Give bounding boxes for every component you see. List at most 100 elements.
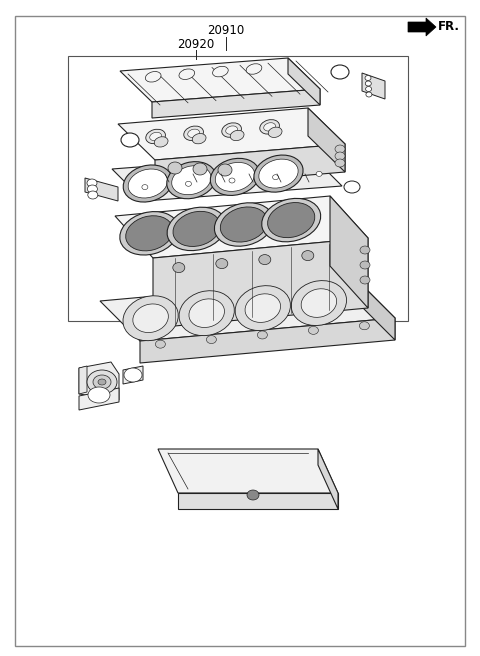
Ellipse shape	[247, 490, 259, 500]
Ellipse shape	[254, 155, 303, 192]
Polygon shape	[115, 196, 368, 258]
Ellipse shape	[146, 129, 166, 144]
Ellipse shape	[179, 69, 194, 79]
Ellipse shape	[189, 299, 225, 327]
Polygon shape	[355, 278, 395, 340]
Ellipse shape	[150, 133, 161, 140]
Polygon shape	[100, 278, 395, 341]
Ellipse shape	[335, 159, 345, 167]
Ellipse shape	[301, 289, 336, 318]
Polygon shape	[79, 362, 119, 400]
Ellipse shape	[218, 164, 232, 176]
Ellipse shape	[360, 261, 370, 269]
Polygon shape	[330, 196, 368, 308]
Ellipse shape	[179, 291, 234, 336]
Ellipse shape	[302, 251, 314, 260]
Ellipse shape	[88, 191, 98, 199]
Polygon shape	[79, 366, 87, 394]
Polygon shape	[158, 449, 338, 493]
Ellipse shape	[344, 181, 360, 193]
Ellipse shape	[215, 163, 254, 192]
Ellipse shape	[87, 179, 97, 187]
Ellipse shape	[133, 304, 168, 333]
Polygon shape	[362, 73, 385, 99]
Ellipse shape	[192, 134, 206, 144]
Ellipse shape	[230, 131, 244, 140]
Polygon shape	[123, 366, 143, 384]
Polygon shape	[118, 108, 345, 160]
Polygon shape	[140, 318, 395, 363]
Ellipse shape	[268, 127, 282, 138]
Ellipse shape	[213, 66, 228, 77]
Ellipse shape	[185, 181, 192, 186]
Ellipse shape	[123, 296, 178, 340]
Ellipse shape	[259, 255, 271, 264]
Polygon shape	[308, 108, 345, 172]
Ellipse shape	[220, 207, 267, 242]
Ellipse shape	[87, 370, 117, 394]
Ellipse shape	[128, 169, 168, 198]
Ellipse shape	[260, 119, 279, 134]
Ellipse shape	[360, 246, 370, 254]
Ellipse shape	[167, 161, 216, 199]
Ellipse shape	[235, 285, 290, 331]
Ellipse shape	[366, 92, 372, 97]
Ellipse shape	[173, 211, 220, 247]
Ellipse shape	[120, 212, 179, 255]
Ellipse shape	[245, 294, 281, 322]
Text: FR.: FR.	[438, 20, 460, 33]
Polygon shape	[178, 493, 338, 509]
Ellipse shape	[168, 162, 182, 174]
Ellipse shape	[93, 375, 111, 389]
Polygon shape	[120, 58, 320, 102]
Ellipse shape	[126, 216, 173, 251]
Ellipse shape	[246, 64, 262, 74]
Text: 20920: 20920	[178, 37, 215, 51]
Ellipse shape	[154, 136, 168, 147]
Polygon shape	[153, 238, 368, 328]
Polygon shape	[85, 178, 118, 201]
Polygon shape	[79, 388, 119, 410]
Ellipse shape	[262, 198, 321, 242]
Ellipse shape	[173, 262, 185, 273]
Ellipse shape	[172, 166, 211, 195]
Ellipse shape	[259, 159, 298, 188]
Ellipse shape	[142, 184, 148, 190]
Bar	[68, 56, 408, 321]
Ellipse shape	[222, 123, 241, 137]
Ellipse shape	[308, 327, 318, 335]
Ellipse shape	[156, 340, 166, 348]
Polygon shape	[318, 449, 338, 509]
Ellipse shape	[365, 81, 372, 86]
Ellipse shape	[121, 133, 139, 147]
Ellipse shape	[264, 123, 276, 131]
Ellipse shape	[193, 163, 207, 175]
Polygon shape	[152, 89, 320, 118]
Ellipse shape	[167, 207, 226, 251]
Ellipse shape	[360, 321, 370, 330]
Ellipse shape	[188, 129, 200, 138]
Ellipse shape	[98, 379, 106, 385]
Ellipse shape	[273, 174, 278, 180]
Ellipse shape	[365, 75, 371, 81]
Polygon shape	[408, 18, 436, 36]
Ellipse shape	[331, 65, 349, 79]
Ellipse shape	[335, 145, 345, 153]
Ellipse shape	[206, 336, 216, 344]
Ellipse shape	[316, 171, 322, 176]
Polygon shape	[155, 144, 345, 188]
Polygon shape	[112, 154, 342, 201]
Ellipse shape	[88, 387, 110, 403]
Ellipse shape	[257, 331, 267, 339]
Ellipse shape	[335, 152, 345, 160]
Ellipse shape	[123, 165, 172, 202]
Ellipse shape	[268, 203, 315, 237]
Text: 20910: 20910	[207, 24, 245, 37]
Ellipse shape	[145, 72, 161, 82]
Ellipse shape	[215, 203, 274, 246]
Ellipse shape	[184, 126, 204, 140]
Ellipse shape	[366, 87, 372, 91]
Ellipse shape	[124, 368, 142, 382]
Ellipse shape	[360, 276, 370, 284]
Ellipse shape	[229, 178, 235, 183]
